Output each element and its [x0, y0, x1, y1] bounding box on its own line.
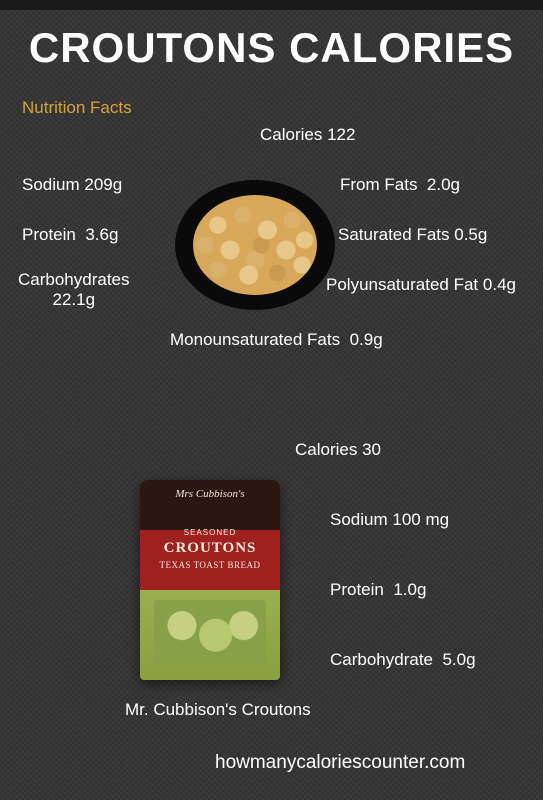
label-product-protein: Protein: [330, 580, 384, 599]
label-carbs: Carbohydrates: [18, 270, 130, 289]
nutrition-facts-heading: Nutrition Facts: [22, 98, 132, 118]
value-mono-fat: 0.9g: [350, 330, 383, 349]
product-bag-image: Mrs Cubbison's SEASONED CROUTONS TEXAS T…: [140, 480, 280, 680]
label-product-sodium: Sodium: [330, 510, 388, 529]
croutons-bowl-image: [175, 175, 335, 315]
bowl-croutons-icon: [193, 195, 317, 295]
product-name: Mr. Cubbison's Croutons: [125, 700, 311, 720]
fact-sat-fats: Saturated Fats 0.5g: [338, 225, 487, 245]
value-product-protein: 1.0g: [393, 580, 426, 599]
value-product-sodium: 100 mg: [392, 510, 449, 529]
label-product-calories: Calories: [295, 440, 357, 459]
value-sat-fats: 0.5g: [454, 225, 487, 244]
fact-product-sodium: Sodium 100 mg: [330, 510, 449, 530]
label-product-carb: Carbohydrate: [330, 650, 433, 669]
label-protein: Protein: [22, 225, 76, 244]
footer-url: howmanycaloriescounter.com: [215, 752, 465, 774]
bag-label-sub: TEXAS TOAST BREAD: [140, 560, 280, 570]
value-sodium: 209g: [84, 175, 122, 194]
value-calories: 122: [327, 125, 355, 144]
value-product-carb: 5.0g: [442, 650, 475, 669]
fact-calories: Calories 122: [260, 125, 355, 145]
fact-mono-fat: Monounsaturated Fats 0.9g: [170, 330, 383, 350]
value-carbs: 22.1g: [52, 290, 95, 309]
fact-product-carb: Carbohydrate 5.0g: [330, 650, 476, 670]
label-mono-fat: Monounsaturated Fats: [170, 330, 340, 349]
fact-sodium: Sodium 209g: [22, 175, 122, 195]
fact-from-fats: From Fats 2.0g: [340, 175, 460, 195]
value-protein: 3.6g: [85, 225, 118, 244]
value-product-calories: 30: [362, 440, 381, 459]
label-poly-fat: Polyunsaturated Fat: [326, 275, 478, 294]
fact-product-calories: Calories 30: [295, 440, 381, 460]
label-sodium: Sodium: [22, 175, 80, 194]
label-from-fats: From Fats: [340, 175, 417, 194]
label-sat-fats: Saturated Fats: [338, 225, 450, 244]
bag-label-top: SEASONED: [140, 528, 280, 537]
value-poly-fat: 0.4g: [483, 275, 516, 294]
label-calories: Calories: [260, 125, 322, 144]
fact-product-protein: Protein 1.0g: [330, 580, 426, 600]
fact-poly-fat: Polyunsaturated Fat 0.4g: [326, 275, 516, 295]
bag-brand-text: Mrs Cubbison's: [140, 488, 280, 500]
bag-label-main: CROUTONS: [140, 540, 280, 557]
fact-protein: Protein 3.6g: [22, 225, 118, 245]
fact-carbs: Carbohydrates 22.1g: [18, 270, 130, 310]
value-from-fats: 2.0g: [427, 175, 460, 194]
page-title: CROUTONS CALORIES: [0, 24, 543, 72]
